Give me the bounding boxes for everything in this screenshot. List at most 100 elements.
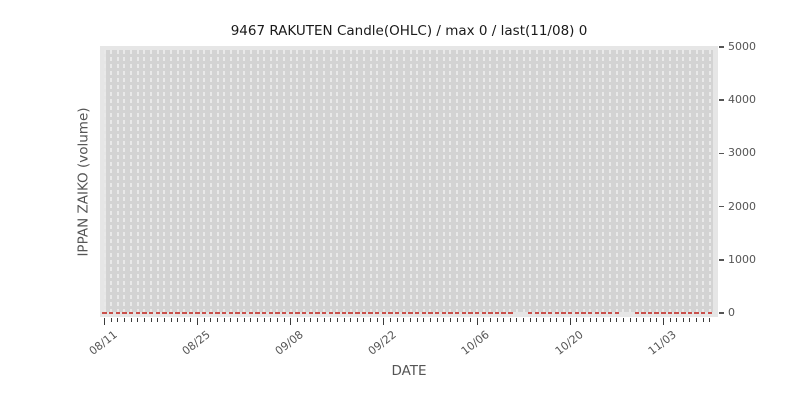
gridline [409, 50, 412, 312]
zero-candle-dash [594, 312, 599, 314]
y-tick [719, 152, 724, 155]
zero-candle-dash [248, 312, 254, 314]
x-tick-label: 08/25 [179, 328, 213, 358]
x-minor-tick [489, 318, 491, 322]
gridline [382, 50, 385, 312]
x-minor-tick [303, 318, 305, 322]
x-minor-tick [276, 318, 278, 322]
gridline [349, 50, 352, 312]
x-minor-tick [223, 318, 225, 322]
x-minor-tick [316, 318, 318, 322]
x-minor-tick [696, 318, 698, 322]
zero-candle-dash [208, 312, 214, 314]
gridline [569, 50, 572, 312]
x-minor-tick [702, 318, 704, 322]
x-minor-tick [130, 318, 132, 322]
zero-candle-dash [115, 312, 120, 314]
x-major-tick [383, 318, 385, 325]
zero-candle-dash [388, 312, 393, 314]
x-minor-tick [523, 318, 525, 322]
zero-candle-dash [355, 312, 360, 314]
x-minor-tick [283, 318, 285, 322]
gridline [515, 50, 518, 312]
x-minor-tick [536, 318, 538, 322]
x-minor-tick [609, 318, 611, 322]
zero-candle-dash [408, 312, 413, 314]
zero-candle-dash [162, 312, 167, 314]
zero-candle-dash [554, 312, 560, 314]
y-tick-label: 0 [728, 306, 735, 319]
zero-candle-dash [288, 312, 293, 314]
zero-candle-dash [122, 312, 127, 314]
gridline [289, 50, 292, 312]
gridline [269, 50, 272, 312]
x-minor-tick [296, 318, 298, 322]
gridline [143, 50, 146, 312]
gridline [442, 50, 445, 312]
x-tick-label: 09/22 [365, 328, 399, 358]
x-minor-tick [669, 318, 671, 322]
y-tick [719, 259, 724, 261]
gridline [649, 50, 652, 312]
gridline [609, 50, 612, 312]
gridline [496, 50, 499, 312]
zero-candle-dash [235, 312, 240, 314]
gridline [283, 50, 286, 312]
gridline [170, 50, 173, 312]
chart-title: 9467 RAKUTEN Candle(OHLC) / max 0 / last… [230, 23, 588, 39]
x-minor-tick [642, 318, 644, 322]
gridline [522, 50, 525, 312]
gridline [309, 50, 312, 312]
zero-candle-dash [681, 312, 686, 314]
zero-candle-dash [674, 312, 679, 314]
gridline [116, 50, 119, 312]
gridline [123, 50, 126, 312]
zero-candle-dash [102, 312, 107, 314]
y-axis-label: IPPAN ZAIKO (volume) [75, 107, 92, 257]
zero-candle-dash [548, 312, 553, 314]
zero-candle-dash [242, 312, 247, 314]
zero-candle-dash [488, 312, 493, 314]
x-minor-tick [649, 318, 651, 322]
zero-candle-dash [381, 312, 387, 314]
x-minor-tick [596, 318, 598, 322]
gridline [662, 50, 665, 312]
zero-candle-dash [255, 312, 260, 314]
x-minor-tick [529, 318, 531, 322]
gridline [529, 50, 532, 312]
zero-candle-dash [501, 312, 506, 314]
zero-candle-dash [468, 312, 473, 314]
gridline [462, 50, 465, 312]
plot-area [100, 46, 718, 317]
zero-candle-dash [135, 312, 140, 314]
x-minor-tick [310, 318, 312, 322]
x-minor-tick [656, 318, 658, 322]
x-minor-tick [622, 318, 624, 322]
gridline [509, 50, 512, 312]
x-minor-tick [410, 318, 412, 322]
zero-candle-dash [561, 312, 566, 314]
gridline [369, 50, 372, 312]
gridline [502, 50, 505, 312]
zero-candle-dash [434, 312, 440, 314]
gridline [575, 50, 578, 312]
y-tick [719, 312, 724, 314]
x-minor-tick [483, 318, 485, 322]
x-minor-tick [183, 318, 185, 322]
x-major-tick [569, 318, 571, 325]
zero-candle-dash [661, 312, 666, 314]
gridline [635, 50, 638, 312]
zero-candle-dash [295, 312, 300, 314]
gridline [622, 50, 625, 312]
gridline [535, 50, 538, 312]
zero-candle-dash [301, 312, 307, 314]
zero-candle-dash [701, 312, 706, 314]
gridline [422, 50, 425, 312]
gridline [189, 50, 192, 312]
gridline [343, 50, 345, 312]
x-minor-tick [403, 318, 405, 322]
x-major-tick [197, 318, 199, 325]
zero-candle-dash [281, 312, 287, 314]
gridline [595, 50, 598, 312]
